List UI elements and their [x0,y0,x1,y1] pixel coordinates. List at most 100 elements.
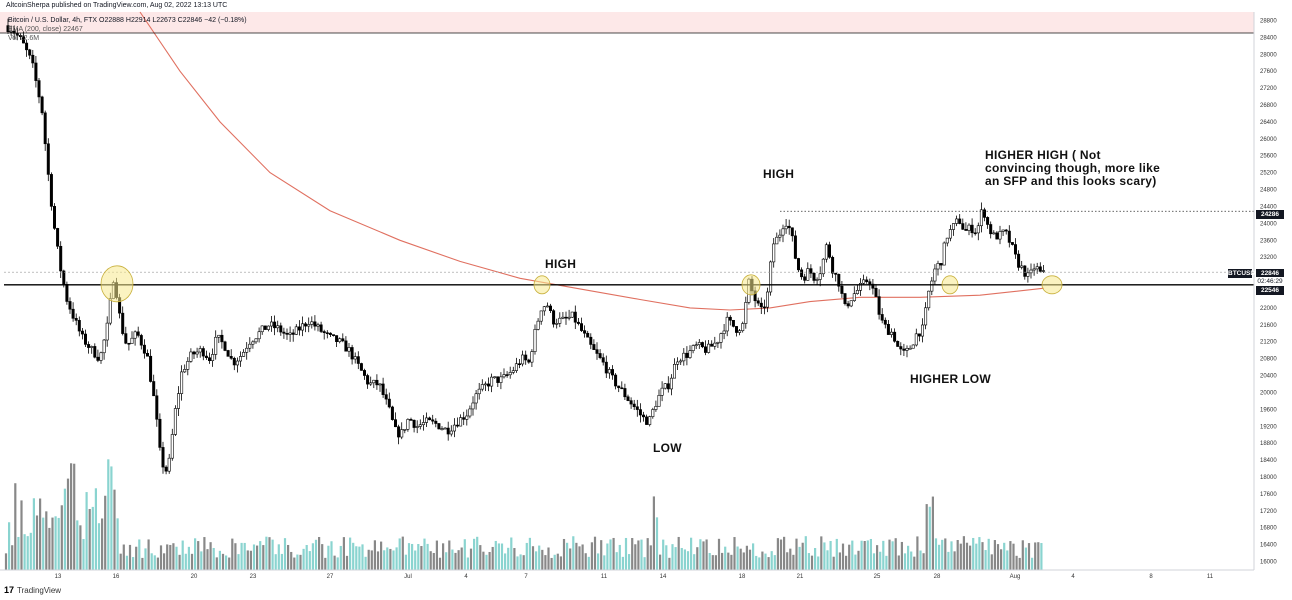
candle-body [877,296,881,315]
candle-body [43,112,47,145]
candle-body [46,143,50,175]
candle-body [62,270,66,285]
volume-bar [60,505,63,570]
candle-body [576,321,580,324]
candle-body [235,360,239,366]
x-tick-label: 4 [1071,574,1075,580]
candle-body [1038,266,1042,272]
volume-bar [169,544,172,570]
volume-bar [500,543,504,570]
candle-body [567,316,571,319]
candle-body [170,434,174,459]
candle-body [657,395,661,407]
time-axis[interactable]: 13 16 20 23 27 Jul 4 7 11 14 18 21 25 28 Aug 4 8 11 [0,569,1254,580]
candle-body [446,427,450,435]
candle-body [142,344,146,354]
candle-body [908,347,912,350]
support-touch-circle [941,275,959,295]
candle-body [917,333,921,337]
candle-body [341,338,345,342]
candle-body [905,348,909,351]
volume-bar [823,542,826,570]
candle-body [849,300,853,307]
annotation-low: LOW [653,441,682,455]
volume-bar [513,548,516,570]
candle-body [707,343,711,353]
candle-body [139,335,143,346]
volume-bar [166,544,169,570]
volume-bar [801,542,804,570]
candle-body [21,36,25,44]
tradingview-brand[interactable]: 17 TradingView [4,585,61,595]
volume-bar [349,537,352,570]
volume-bar [327,545,330,570]
candle-body [84,333,88,345]
volume-bar [779,539,783,570]
volume-legend[interactable]: Vol 22.6M [8,35,40,42]
volume-bar [941,539,944,570]
volume-bar [516,556,519,570]
volume-bar [569,548,572,570]
annotation-higher-high: HIGHER HIGH ( Not convincing though, mor… [985,148,1161,188]
volume-bar [984,550,987,570]
candle-body [468,408,472,417]
volume-bar [70,463,73,570]
candle-body [121,312,125,334]
volume-bar [531,546,535,570]
volume-bar [863,541,866,570]
candle-body [951,223,955,230]
volume-bar [680,547,683,570]
candle-body [738,330,742,333]
volume-bar [104,495,107,570]
volume-bar [420,546,423,570]
candle-body [149,355,153,382]
candle-body [229,356,233,359]
candle-body [90,346,94,348]
candlesticks [6,18,1045,475]
candle-body [638,409,642,416]
volume-bar [736,546,739,570]
candle-body [942,242,946,266]
volume-bar [770,551,773,570]
volume-bar [265,536,268,570]
candle-body [480,384,484,390]
candle-body [18,35,22,38]
candle-body [201,348,205,357]
candle-body [180,371,184,394]
volume-bar [107,459,110,570]
volume-bar [975,543,978,570]
candle-body [77,320,81,332]
volume-bar [398,538,401,570]
candle-body [713,342,717,347]
volume-bar [752,543,755,570]
candle-body [397,426,401,438]
candle-body [663,383,667,389]
y-tick-label: 25600 [1260,154,1277,160]
volume-bar [101,518,104,570]
x-tick-label: 25 [874,574,881,580]
candle-body [335,335,339,343]
price-axis[interactable]: 16000 16400 16800 17200 17600 18000 18400 18800… [1253,12,1277,570]
volume-bar [612,537,615,570]
candle-body [989,224,993,235]
candle-body [381,383,385,395]
x-tick-label: 21 [797,574,804,580]
volume-bar [404,554,407,570]
volume-bar [900,541,903,570]
candle-body [936,263,940,270]
header-highlight [0,12,1254,33]
volume-bar [575,542,578,570]
volume-bar [386,547,389,570]
volume-bar [758,557,761,570]
ema-legend[interactable]: EMA (200, close) 22467 [8,26,83,33]
candle-body [366,375,370,385]
volume-bar [721,552,724,570]
volume-bar [925,504,928,570]
candle-body [1007,230,1011,243]
candle-body [527,359,531,363]
volume-bar [308,551,311,570]
volume-bar [218,550,221,570]
volume-bar [51,517,54,570]
candle-body [502,374,506,378]
